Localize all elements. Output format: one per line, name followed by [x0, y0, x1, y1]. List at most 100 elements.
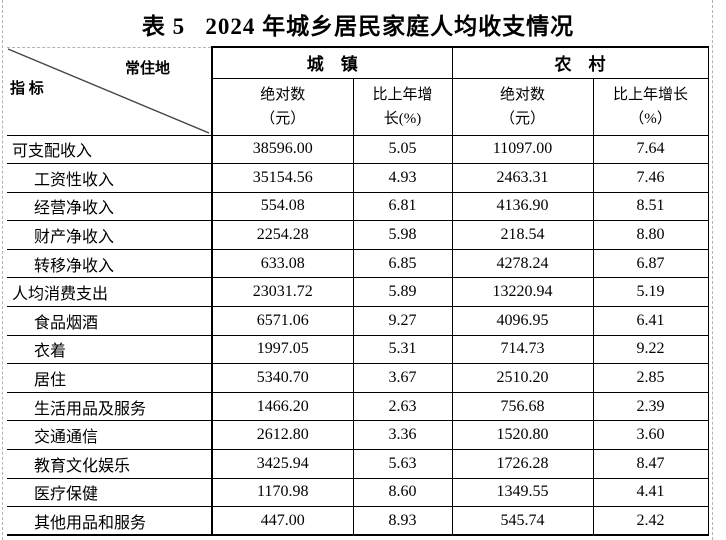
rural-abs-cell: 4096.95: [451, 306, 594, 336]
subheader-rural-growth: 比上年增长 （%）: [592, 77, 709, 136]
indicator-cell: 衣着: [7, 334, 213, 365]
page-guide-right: [712, 0, 713, 540]
group-header-row: 常住地 指 标 城 镇 农 村: [7, 46, 709, 136]
urban-abs-cell: 35154.56: [211, 163, 354, 193]
urban-growth-cell: 9.27: [352, 306, 453, 336]
indicator-cell: 其他用品和服务: [7, 506, 213, 537]
corner-header-cell: 常住地 指 标: [7, 46, 213, 136]
subheader-urban-growth: 比上年增 长(%): [352, 77, 453, 136]
rural-growth-cell: 4.41: [592, 477, 709, 508]
table-row: 医疗保健 1170.98 8.60 1349.55 4.41: [7, 477, 709, 508]
table-row: 教育文化娱乐 3425.94 5.63 1726.28 8.47: [7, 449, 709, 479]
rural-growth-cell: 7.46: [592, 163, 709, 193]
indicator-cell: 食品烟酒: [7, 306, 213, 336]
rural-abs-cell: 1349.55: [451, 477, 594, 508]
urban-abs-cell: 1466.20: [211, 391, 354, 422]
rural-abs-cell: 714.73: [451, 334, 594, 365]
corner-label-residence: 常住地: [125, 60, 171, 77]
urban-growth-cell: 3.67: [352, 363, 453, 393]
rural-growth-cell: 8.51: [592, 191, 709, 222]
urban-growth-cell: 6.81: [352, 191, 453, 222]
table-title: 表 5 2024 年城乡居民家庭人均收支情况: [141, 14, 575, 39]
urban-abs-cell: 633.08: [211, 248, 354, 279]
subheader-line: 比上年增: [372, 86, 433, 103]
indicator-cell: 经营净收入: [7, 191, 213, 222]
urban-growth-cell: 5.98: [352, 220, 453, 250]
table-row: 其他用品和服务 447.00 8.93 545.74 2.42: [7, 506, 709, 537]
urban-growth-cell: 5.63: [352, 449, 453, 479]
subheader-line: 比上年增长: [612, 86, 688, 103]
rural-abs-cell: 11097.00: [451, 134, 594, 165]
urban-growth-cell: 5.89: [352, 277, 453, 308]
subheader-line: （%）: [629, 110, 672, 127]
rural-growth-cell: 9.22: [592, 334, 709, 365]
rural-abs-cell: 2463.31: [451, 163, 594, 193]
corner-label-indicator: 指 标: [10, 80, 44, 97]
urban-abs-cell: 554.08: [211, 191, 354, 222]
urban-growth-cell: 8.93: [352, 506, 453, 537]
urban-abs-cell: 1997.05: [211, 334, 354, 365]
rural-growth-cell: 8.47: [592, 449, 709, 479]
rural-abs-cell: 756.68: [451, 391, 594, 422]
urban-growth-cell: 5.05: [352, 134, 453, 165]
indicator-cell: 教育文化娱乐: [7, 449, 213, 479]
rural-abs-cell: 218.54: [451, 220, 594, 250]
table-row: 居住 5340.70 3.67 2510.20 2.85: [7, 363, 709, 393]
table-row: 转移净收入 633.08 6.85 4278.24 6.87: [7, 248, 709, 279]
rural-growth-cell: 6.87: [592, 248, 709, 279]
indicator-cell: 交通通信: [7, 420, 213, 451]
rural-growth-cell: 8.80: [592, 220, 709, 250]
table-row: 工资性收入 35154.56 4.93 2463.31 7.46: [7, 163, 709, 193]
urban-abs-cell: 2612.80: [211, 420, 354, 451]
urban-abs-cell: 2254.28: [211, 220, 354, 250]
table-row: 食品烟酒 6571.06 9.27 4096.95 6.41: [7, 306, 709, 336]
urban-abs-cell: 447.00: [211, 506, 354, 537]
rural-growth-cell: 5.19: [592, 277, 709, 308]
subheader-rural-absolute: 绝对数 （元）: [451, 77, 594, 136]
urban-growth-cell: 2.63: [352, 391, 453, 422]
subheader-line: （元）: [260, 110, 306, 127]
indicator-cell: 财产净收入: [7, 220, 213, 250]
sub-header-row: 绝对数 （元） 比上年增 长(%) 绝对数 （元） 比上年增长 （%）: [7, 77, 709, 136]
rural-abs-cell: 545.74: [451, 506, 594, 537]
rural-growth-cell: 3.60: [592, 420, 709, 451]
urban-abs-cell: 38596.00: [211, 134, 354, 165]
urban-abs-cell: 3425.94: [211, 449, 354, 479]
indicator-cell: 工资性收入: [7, 163, 213, 193]
urban-growth-cell: 8.60: [352, 477, 453, 508]
rural-growth-cell: 2.85: [592, 363, 709, 393]
rural-growth-cell: 6.41: [592, 306, 709, 336]
rural-abs-cell: 1520.80: [451, 420, 594, 451]
table-row: 人均消费支出 23031.72 5.89 13220.94 5.19: [7, 277, 709, 308]
subheader-line: 绝对数: [260, 86, 306, 103]
urban-growth-cell: 6.85: [352, 248, 453, 279]
urban-abs-cell: 1170.98: [211, 477, 354, 508]
rural-growth-cell: 7.64: [592, 134, 709, 165]
subheader-urban-absolute: 绝对数 （元）: [211, 77, 354, 136]
urban-abs-cell: 23031.72: [211, 277, 354, 308]
urban-growth-cell: 3.36: [352, 420, 453, 451]
subheader-line: （元）: [499, 110, 545, 127]
subheader-line: 绝对数: [499, 86, 545, 103]
indicator-cell: 人均消费支出: [7, 277, 213, 308]
urban-abs-cell: 6571.06: [211, 306, 354, 336]
rural-abs-cell: 4278.24: [451, 248, 594, 279]
income-expenditure-table: 常住地 指 标 城 镇 农 村 绝对数 （元） 比上年增 长(%) 绝对数 （元…: [7, 46, 709, 537]
urban-growth-cell: 5.31: [352, 334, 453, 365]
diagonal-divider: [7, 48, 210, 134]
table-row: 生活用品及服务 1466.20 2.63 756.68 2.39: [7, 391, 709, 422]
rural-abs-cell: 13220.94: [451, 277, 594, 308]
indicator-cell: 医疗保健: [7, 477, 213, 508]
indicator-cell: 生活用品及服务: [7, 391, 213, 422]
group-header-urban: 城 镇: [211, 46, 453, 79]
group-header-rural: 农 村: [451, 46, 709, 79]
rural-abs-cell: 4136.90: [451, 191, 594, 222]
subheader-line: 长(%): [383, 110, 422, 127]
urban-abs-cell: 5340.70: [211, 363, 354, 393]
rural-growth-cell: 2.42: [592, 506, 709, 537]
urban-growth-cell: 4.93: [352, 163, 453, 193]
page-guide-left: [2, 0, 3, 540]
rural-growth-cell: 2.39: [592, 391, 709, 422]
rural-abs-cell: 1726.28: [451, 449, 594, 479]
